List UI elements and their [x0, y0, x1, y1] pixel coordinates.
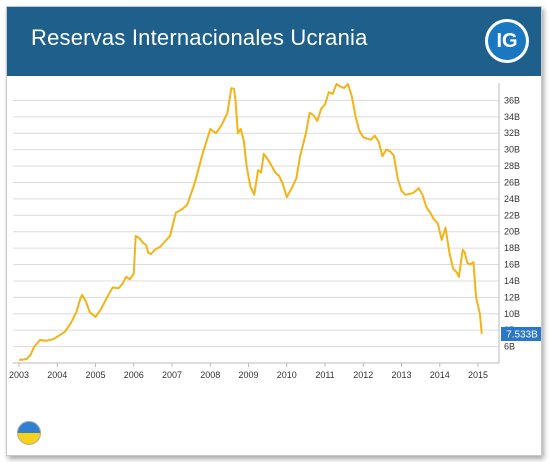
- x-tick-label: 2014: [430, 370, 450, 380]
- chart-title: Reservas Internacionales Ucrania: [31, 25, 368, 50]
- x-tick-label: 2008: [200, 370, 220, 380]
- y-tick-label: 18B: [504, 243, 520, 253]
- y-tick-label: 36B: [504, 95, 520, 105]
- y-tick-label: 14B: [504, 276, 520, 286]
- grid-lines: [13, 99, 499, 348]
- ig-logo: IG: [485, 19, 529, 63]
- x-tick-label: 2006: [124, 370, 144, 380]
- x-tick-labels: 2003 2004 2005 2006 2007 2008 2009 2010 2011 2012…: [9, 363, 488, 380]
- y-tick-label: 12B: [504, 292, 520, 302]
- chart-card: Reservas Internacionales Ucrania IG 2003…: [6, 6, 542, 456]
- plot-background: [13, 83, 499, 363]
- series-line: [19, 83, 483, 361]
- y-tick-labels: 6B8B10B12B14B16B18B20B22B24B26B28B30B32B…: [504, 95, 520, 351]
- x-tick-label: 2010: [277, 370, 297, 380]
- x-tick-label: 2015: [468, 370, 488, 380]
- x-tick-label: 2007: [162, 370, 182, 380]
- ig-logo-text: IG: [488, 22, 526, 60]
- x-tick-label: 2013: [391, 370, 411, 380]
- x-tick-label: 2005: [85, 370, 105, 380]
- x-tick-label: 2004: [47, 370, 67, 380]
- last-value-label: 7.533B: [506, 330, 538, 341]
- x-tick-label: 2012: [353, 370, 373, 380]
- y-tick-label: 20B: [504, 227, 520, 237]
- y-tick-label: 32B: [504, 128, 520, 138]
- y-tick-label: 28B: [504, 161, 520, 171]
- line-chart: 2003 2004 2005 2006 2007 2008 2009 2010 2011 2012…: [9, 83, 541, 380]
- y-tick-label: 10B: [504, 309, 520, 319]
- header-bar: Reservas Internacionales Ucrania IG: [7, 7, 541, 76]
- y-tick-label: 16B: [504, 260, 520, 270]
- y-tick-label: 24B: [504, 194, 520, 204]
- y-tick-label: 22B: [504, 210, 520, 220]
- x-tick-label: 2011: [315, 370, 334, 380]
- last-value-badge: [501, 327, 541, 341]
- x-tick-label: 2003: [9, 370, 29, 380]
- ukraine-flag-icon: [17, 421, 41, 445]
- y-tick-label: 34B: [504, 112, 520, 122]
- y-tick-label: 30B: [504, 145, 520, 155]
- y-tick-label: 26B: [504, 177, 520, 187]
- x-tick-label: 2009: [238, 370, 258, 380]
- y-tick-label: 6B: [504, 342, 515, 352]
